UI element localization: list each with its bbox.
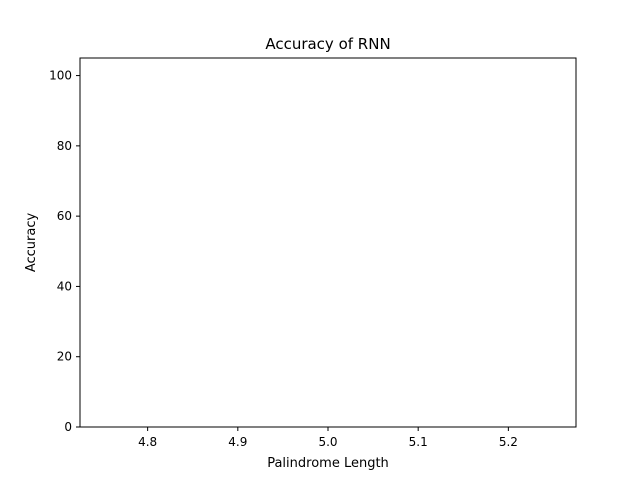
y-tick-label: 0 — [64, 420, 72, 434]
y-tick-label: 20 — [57, 350, 72, 364]
y-tick-label: 40 — [57, 279, 72, 293]
plot-frame — [79, 57, 577, 428]
x-tick-label: 5.2 — [499, 435, 518, 449]
x-axis-label: Palindrome Length — [267, 456, 389, 471]
y-axis-ticks: 0 20 40 60 80 100 — [49, 69, 80, 434]
x-tick-label: 5.0 — [318, 435, 337, 449]
y-axis-label: Accuracy — [24, 213, 39, 273]
x-tick-label: 5.1 — [409, 435, 428, 449]
x-tick-label: 4.9 — [228, 435, 247, 449]
x-tick-label: 4.8 — [138, 435, 157, 449]
chart-title: Accuracy of RNN — [265, 35, 390, 53]
y-tick-label: 80 — [57, 139, 72, 153]
y-tick-label: 100 — [49, 69, 72, 83]
x-axis-ticks: 4.8 4.9 5.0 5.1 5.2 — [138, 427, 518, 449]
y-tick-label: 60 — [57, 209, 72, 223]
